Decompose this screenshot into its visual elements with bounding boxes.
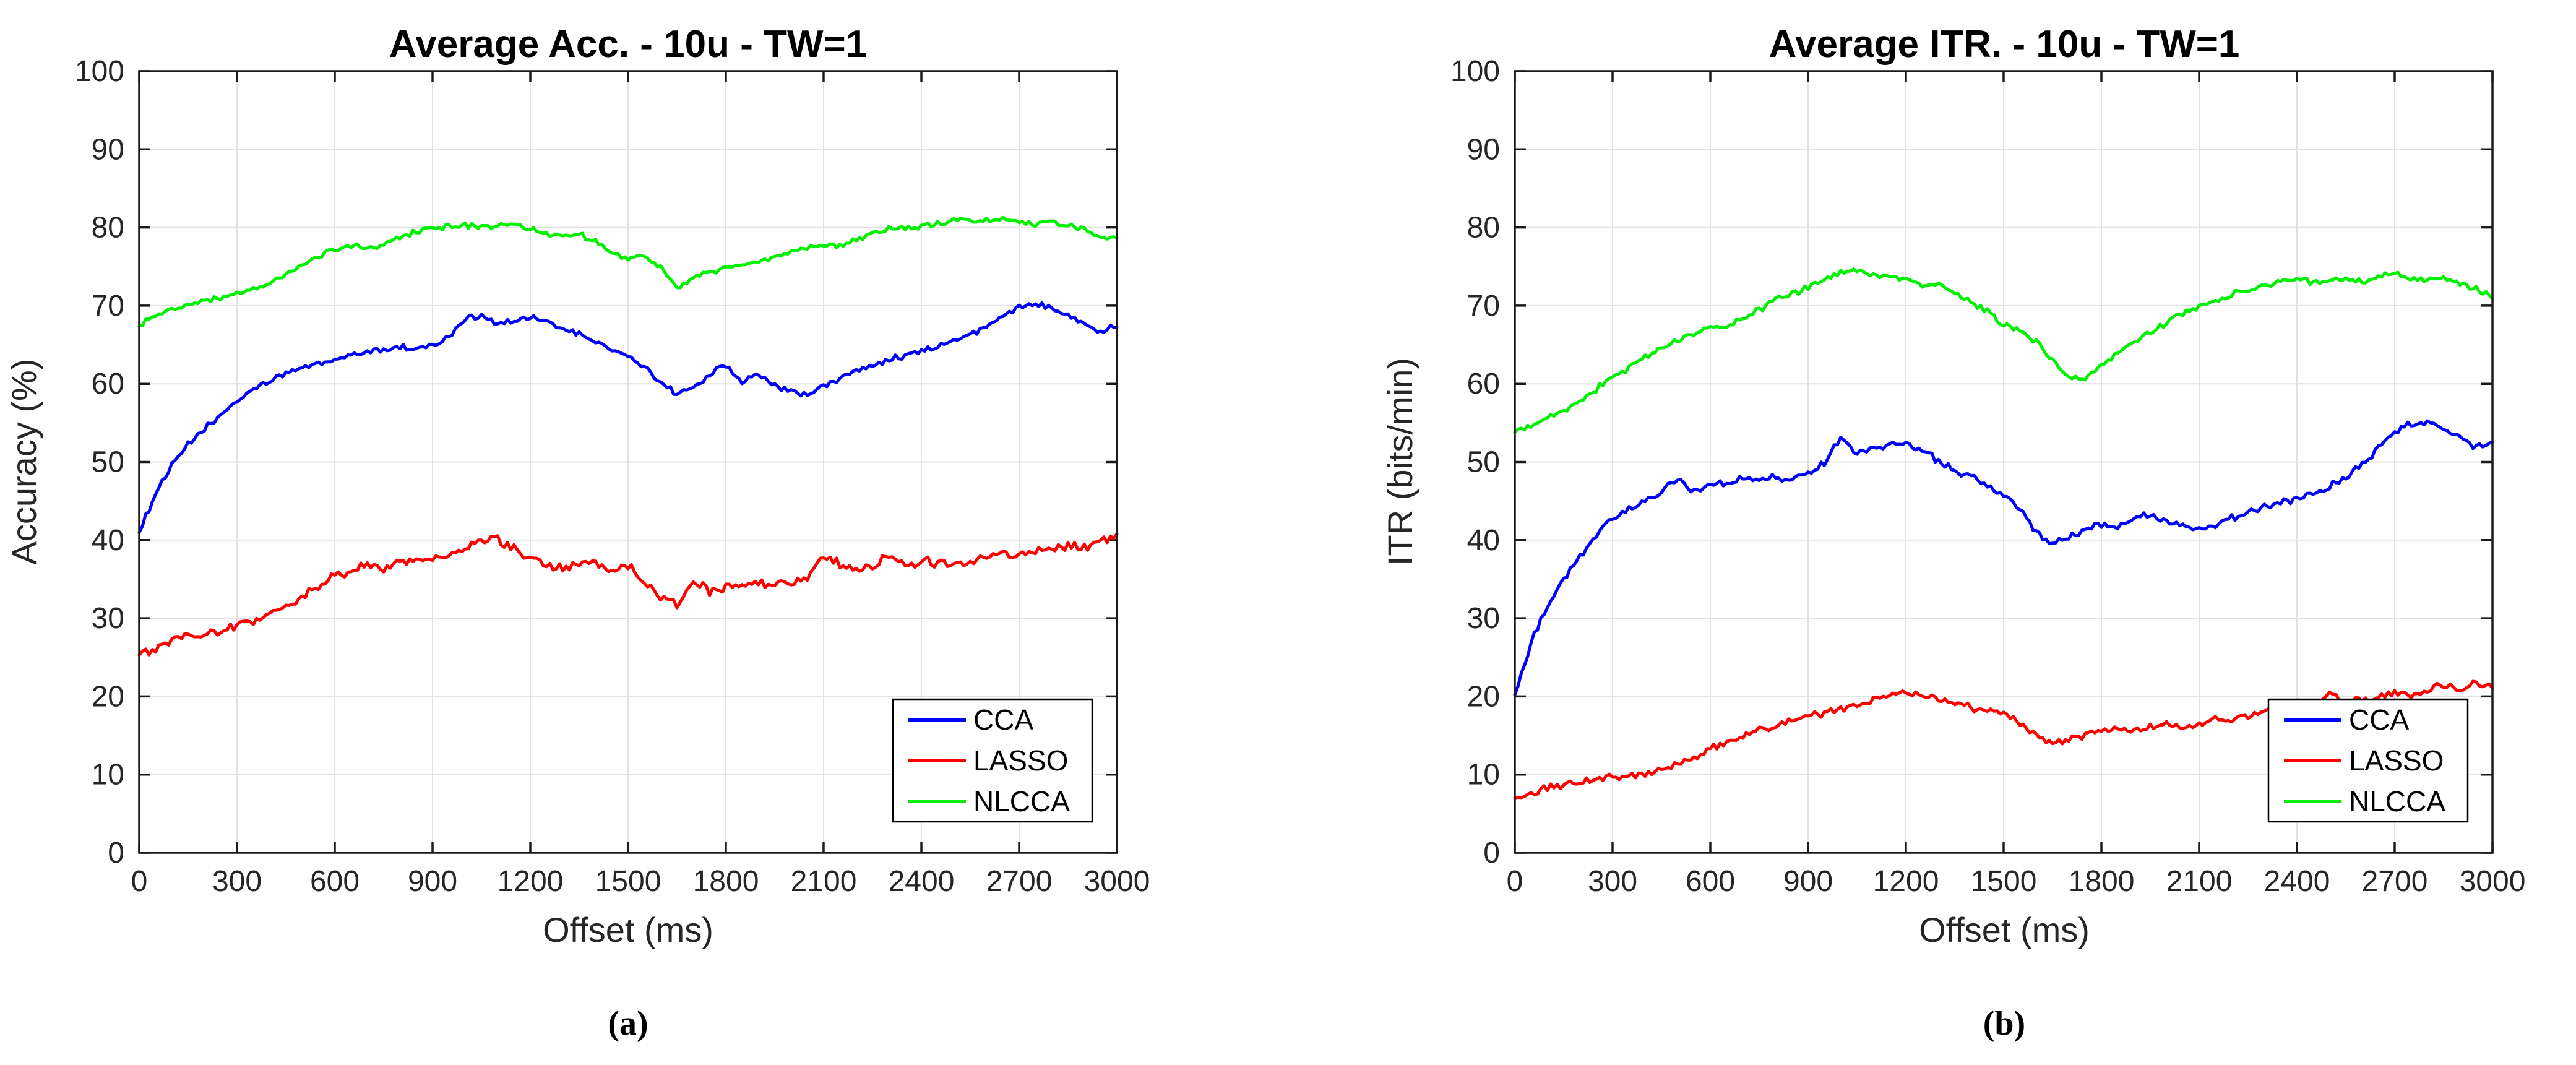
y-tick-label: 40 (92, 524, 124, 557)
x-tick-label: 300 (1588, 865, 1637, 898)
y-tick-label: 20 (1467, 680, 1500, 713)
chart-itr: 0 300 600 900 1200 1500 1800 2100 2400 2700 3000 0 1… (1450, 55, 2525, 898)
x-tick-label: 0 (131, 865, 148, 898)
chart-a-title: Average Acc. - 10u - TW=1 (389, 23, 867, 66)
x-tick-label: 3000 (1084, 865, 1150, 898)
chart-b-ylabel: ITR (bits/min) (1381, 358, 1419, 566)
chart-b-title: Average ITR. - 10u - TW=1 (1769, 23, 2240, 66)
y-tick-label: 30 (92, 602, 124, 635)
legend-label-nlcca: NLCCA (2349, 785, 2445, 817)
y-tick-label: 90 (1467, 133, 1500, 166)
x-tick-label: 600 (1686, 865, 1735, 898)
y-tick-label: 90 (92, 133, 124, 166)
chart-a-caption: (a) (608, 1004, 648, 1043)
chart-a-ylabel: Accuracy (%) (4, 359, 43, 565)
x-tick-label: 2100 (791, 865, 857, 898)
legend-label-lasso: LASSO (2349, 744, 2444, 777)
x-tick-label: 2700 (986, 865, 1053, 898)
y-tick-label: 70 (1467, 290, 1500, 322)
x-tick-label: 1500 (595, 865, 661, 898)
x-tick-label: 1800 (2069, 865, 2135, 898)
y-tick-label: 80 (92, 212, 124, 244)
x-tick-label: 2400 (2264, 865, 2330, 898)
y-tick-label: 80 (1467, 212, 1500, 244)
chart-accuracy: 0 300 600 900 1200 1500 1800 2100 2400 2700 3000 0 1… (75, 55, 1150, 898)
x-tick-label: 1200 (1873, 865, 1939, 898)
y-tick-label: 10 (1467, 759, 1500, 791)
x-tick-label: 2400 (889, 865, 955, 898)
y-tick-label: 50 (92, 446, 124, 479)
x-tick-label: 900 (408, 865, 457, 898)
legend-label-cca: CCA (2349, 704, 2409, 736)
legend-label-nlcca: NLCCA (973, 785, 1070, 817)
legend-label-lasso: LASSO (973, 744, 1068, 777)
series-line-cca (137, 301, 1119, 534)
y-tick-label: 40 (1467, 524, 1500, 557)
x-tick-label: 600 (310, 865, 360, 898)
series-line-nlcca (137, 215, 1119, 328)
y-tick-label: 100 (1450, 55, 1500, 88)
series-line-lasso (1513, 679, 2494, 800)
chart-b-caption: (b) (1983, 1004, 2025, 1043)
legend-label-cca: CCA (973, 704, 1033, 736)
plot-axes-box (138, 70, 1118, 854)
y-tick-label: 60 (1467, 368, 1500, 400)
y-tick-label: 20 (92, 680, 124, 713)
y-tick-label: 50 (1467, 446, 1500, 479)
series-line-lasso (137, 532, 1119, 657)
series-line-cca (1513, 419, 2494, 697)
x-tick-label: 2700 (2362, 865, 2428, 898)
x-tick-label: 1800 (693, 865, 759, 898)
x-tick-label: 300 (212, 865, 262, 898)
y-tick-label: 0 (1483, 837, 1500, 869)
x-tick-label: 1500 (1971, 865, 2037, 898)
y-tick-label: 100 (75, 55, 124, 88)
y-tick-label: 10 (92, 759, 124, 791)
legend: CCA LASSO NLCCA (892, 698, 1093, 823)
plot-axes-box (1514, 70, 2494, 854)
x-tick-label: 0 (1507, 865, 1523, 898)
chart-a-xlabel: Offset (ms) (543, 910, 713, 949)
x-tick-label: 2100 (2166, 865, 2233, 898)
y-tick-label: 0 (108, 837, 124, 869)
legend: CCA LASSO NLCCA (2267, 698, 2469, 823)
series-line-nlcca (1513, 267, 2494, 434)
x-tick-label: 1200 (498, 865, 564, 898)
x-tick-label: 3000 (2460, 865, 2526, 898)
chart-b-xlabel: Offset (ms) (1919, 910, 2090, 949)
y-tick-label: 70 (92, 290, 124, 322)
x-tick-label: 900 (1783, 865, 1833, 898)
y-tick-label: 60 (92, 368, 124, 400)
y-tick-label: 30 (1467, 602, 1500, 635)
